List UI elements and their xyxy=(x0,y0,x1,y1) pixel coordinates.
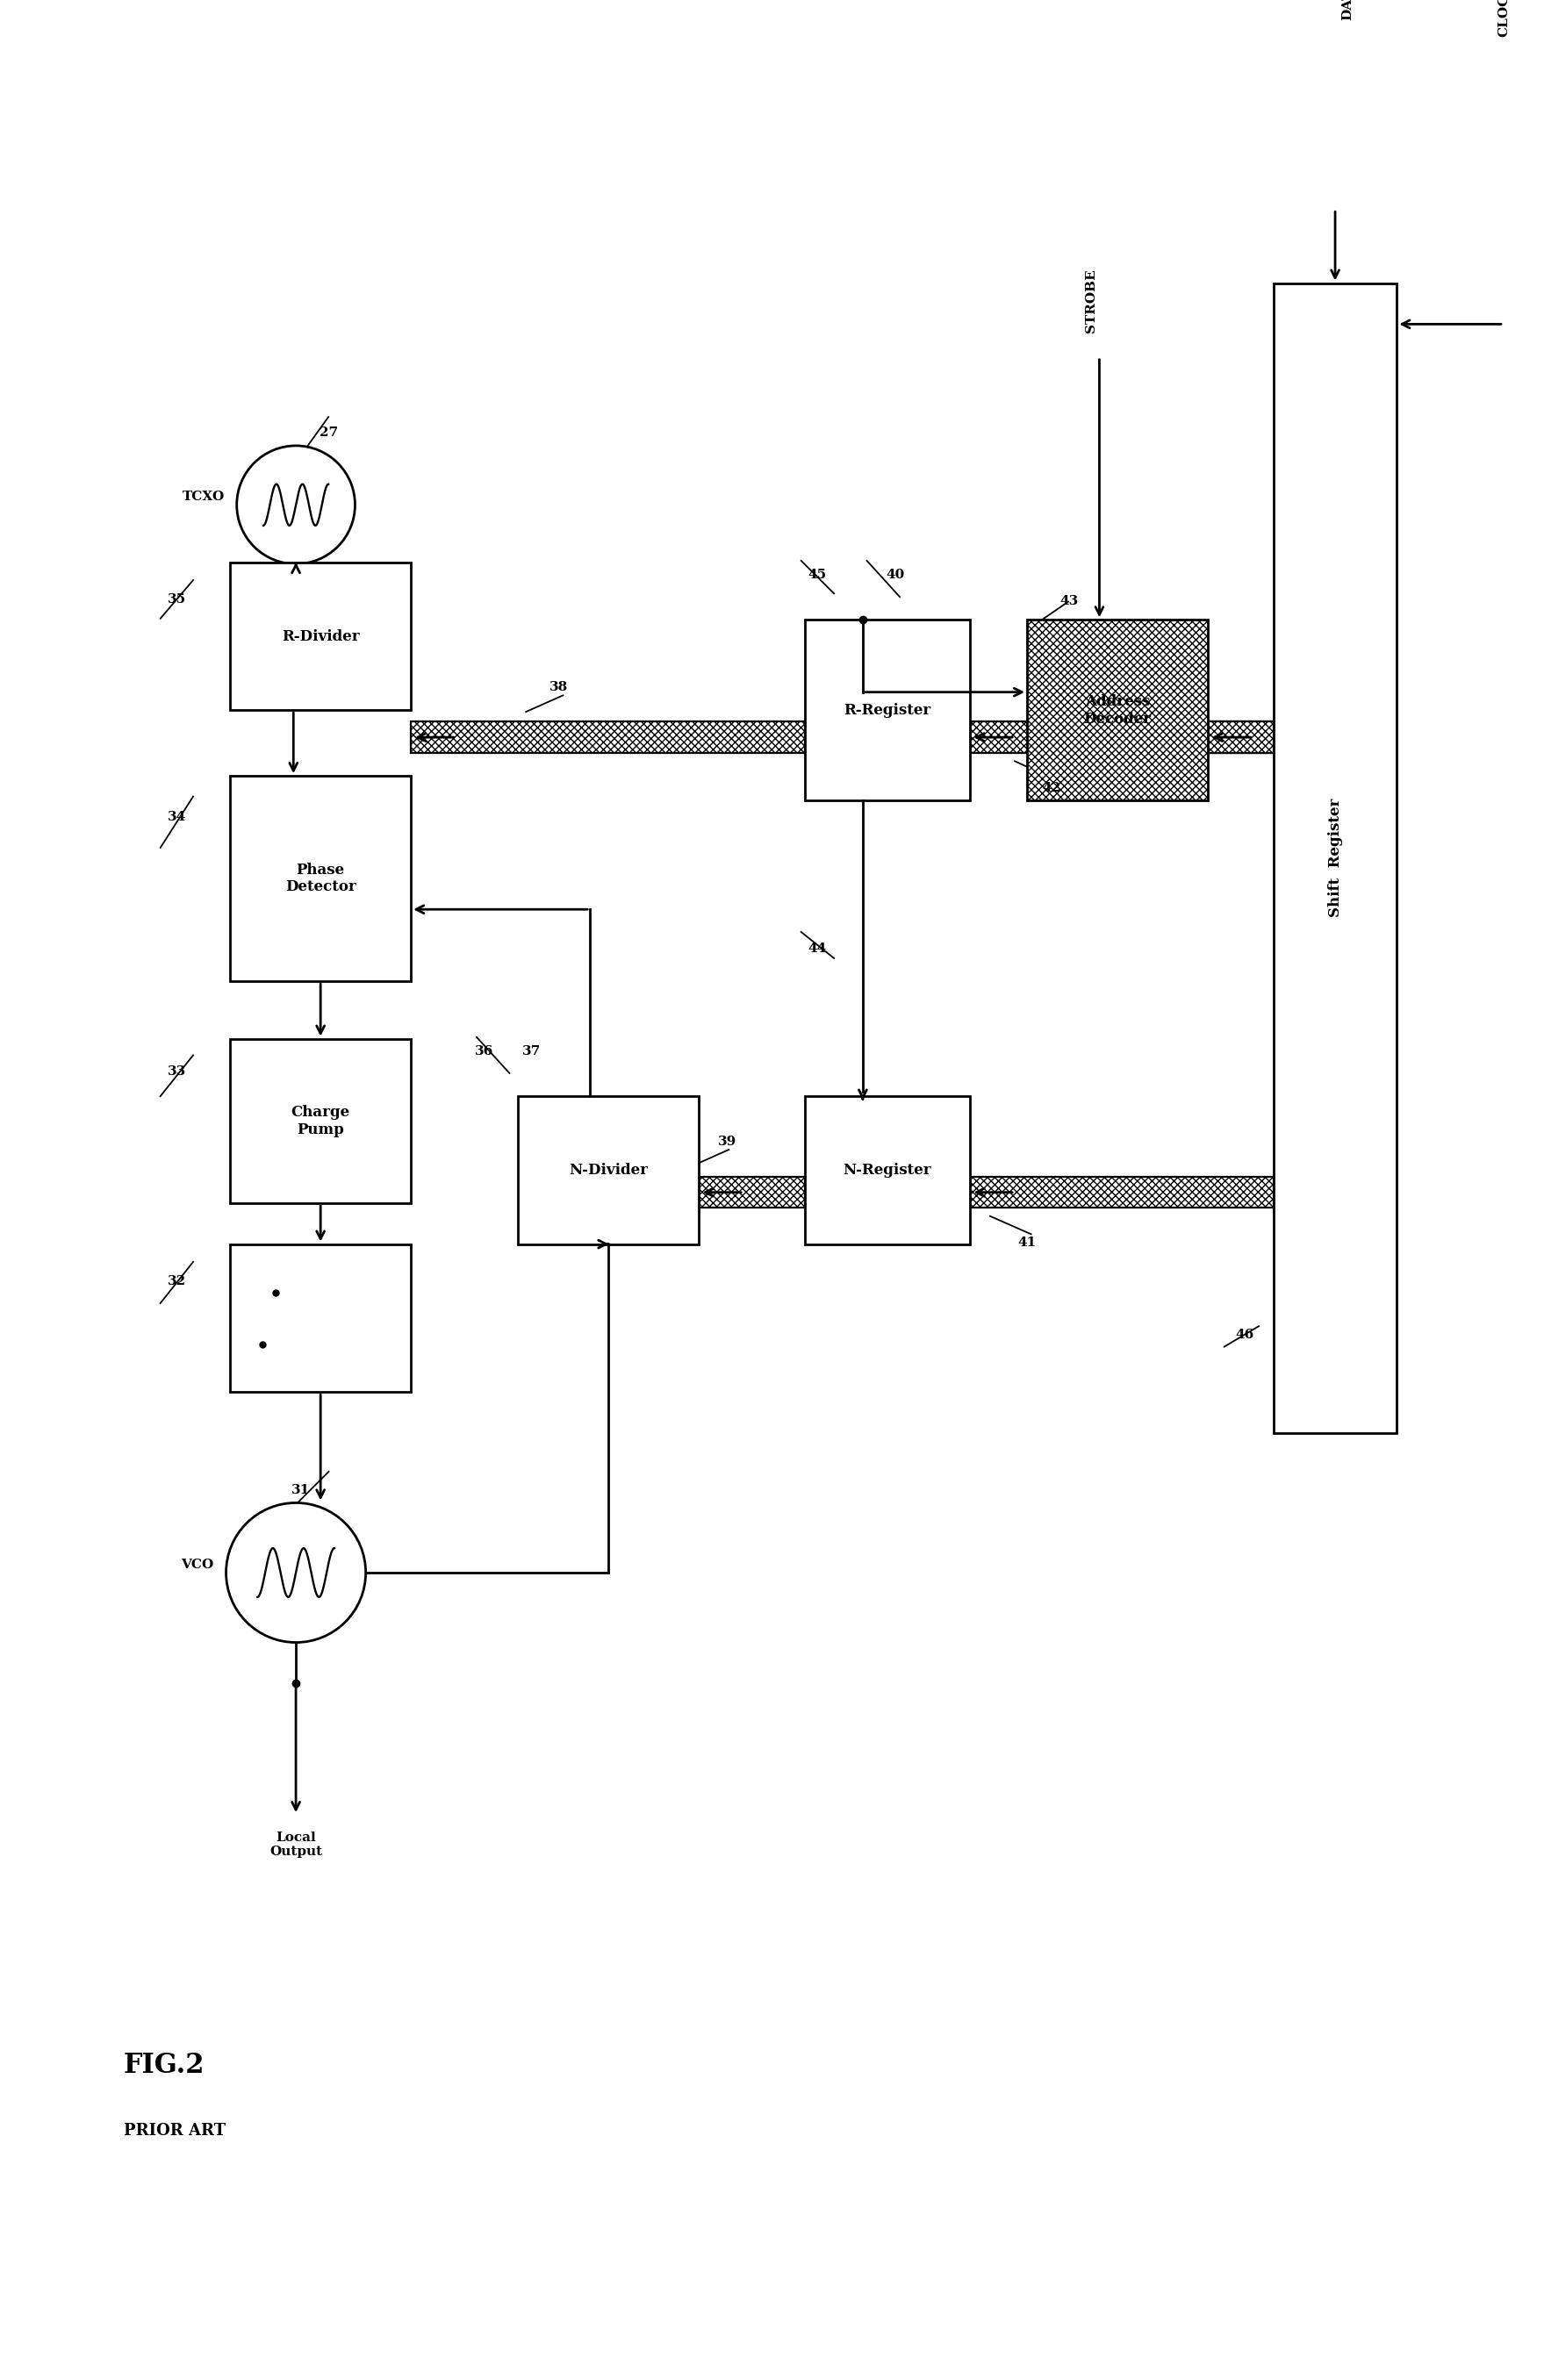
Bar xyxy=(806,1097,970,1245)
Bar xyxy=(1274,283,1397,1433)
Text: TCXO: TCXO xyxy=(182,490,224,502)
Text: FIG.2: FIG.2 xyxy=(124,2052,204,2080)
Bar xyxy=(230,776,411,981)
Text: 44: 44 xyxy=(808,942,828,954)
Text: VCO: VCO xyxy=(181,1559,213,1571)
Text: R-Divider: R-Divider xyxy=(281,628,360,643)
Bar xyxy=(1027,619,1207,800)
Text: 36: 36 xyxy=(474,1045,493,1057)
Bar xyxy=(806,619,970,800)
Text: CLOCK: CLOCK xyxy=(1498,0,1510,36)
Text: 43: 43 xyxy=(1059,595,1079,607)
Text: 31: 31 xyxy=(292,1485,310,1497)
Bar xyxy=(970,721,1274,752)
Text: 45: 45 xyxy=(809,569,828,581)
Bar xyxy=(517,1097,698,1245)
Bar xyxy=(230,1038,411,1202)
Text: N-Divider: N-Divider xyxy=(568,1164,647,1178)
Bar xyxy=(1207,721,1274,752)
Text: 40: 40 xyxy=(886,569,905,581)
Bar xyxy=(970,1176,1274,1209)
Bar xyxy=(230,562,411,709)
Bar xyxy=(1027,619,1207,800)
Text: 42: 42 xyxy=(1042,781,1061,795)
Text: R-Register: R-Register xyxy=(845,702,931,719)
Circle shape xyxy=(236,445,355,564)
Text: 34: 34 xyxy=(167,812,187,823)
Bar xyxy=(411,721,806,752)
Text: 46: 46 xyxy=(1235,1328,1254,1340)
Circle shape xyxy=(225,1502,366,1642)
Text: 37: 37 xyxy=(522,1045,540,1057)
Text: Charge
Pump: Charge Pump xyxy=(292,1104,350,1138)
Text: 39: 39 xyxy=(718,1135,736,1147)
Text: Shift  Register: Shift Register xyxy=(1328,800,1343,916)
Text: 41: 41 xyxy=(1017,1238,1036,1250)
Text: DATA: DATA xyxy=(1342,0,1354,21)
Text: 32: 32 xyxy=(167,1276,185,1288)
Text: Local
Output: Local Output xyxy=(270,1830,323,1859)
Bar xyxy=(698,1176,806,1209)
Text: PRIOR ART: PRIOR ART xyxy=(124,2123,225,2140)
Text: 27: 27 xyxy=(320,426,338,440)
Text: STROBE: STROBE xyxy=(1085,269,1098,333)
Bar xyxy=(230,1245,411,1392)
Text: 33: 33 xyxy=(167,1066,187,1078)
Text: Phase
Detector: Phase Detector xyxy=(286,862,357,895)
Text: 35: 35 xyxy=(167,593,185,605)
Text: Address
Decoder: Address Decoder xyxy=(1084,695,1152,726)
Text: 38: 38 xyxy=(550,681,568,693)
Text: N-Register: N-Register xyxy=(843,1164,931,1178)
